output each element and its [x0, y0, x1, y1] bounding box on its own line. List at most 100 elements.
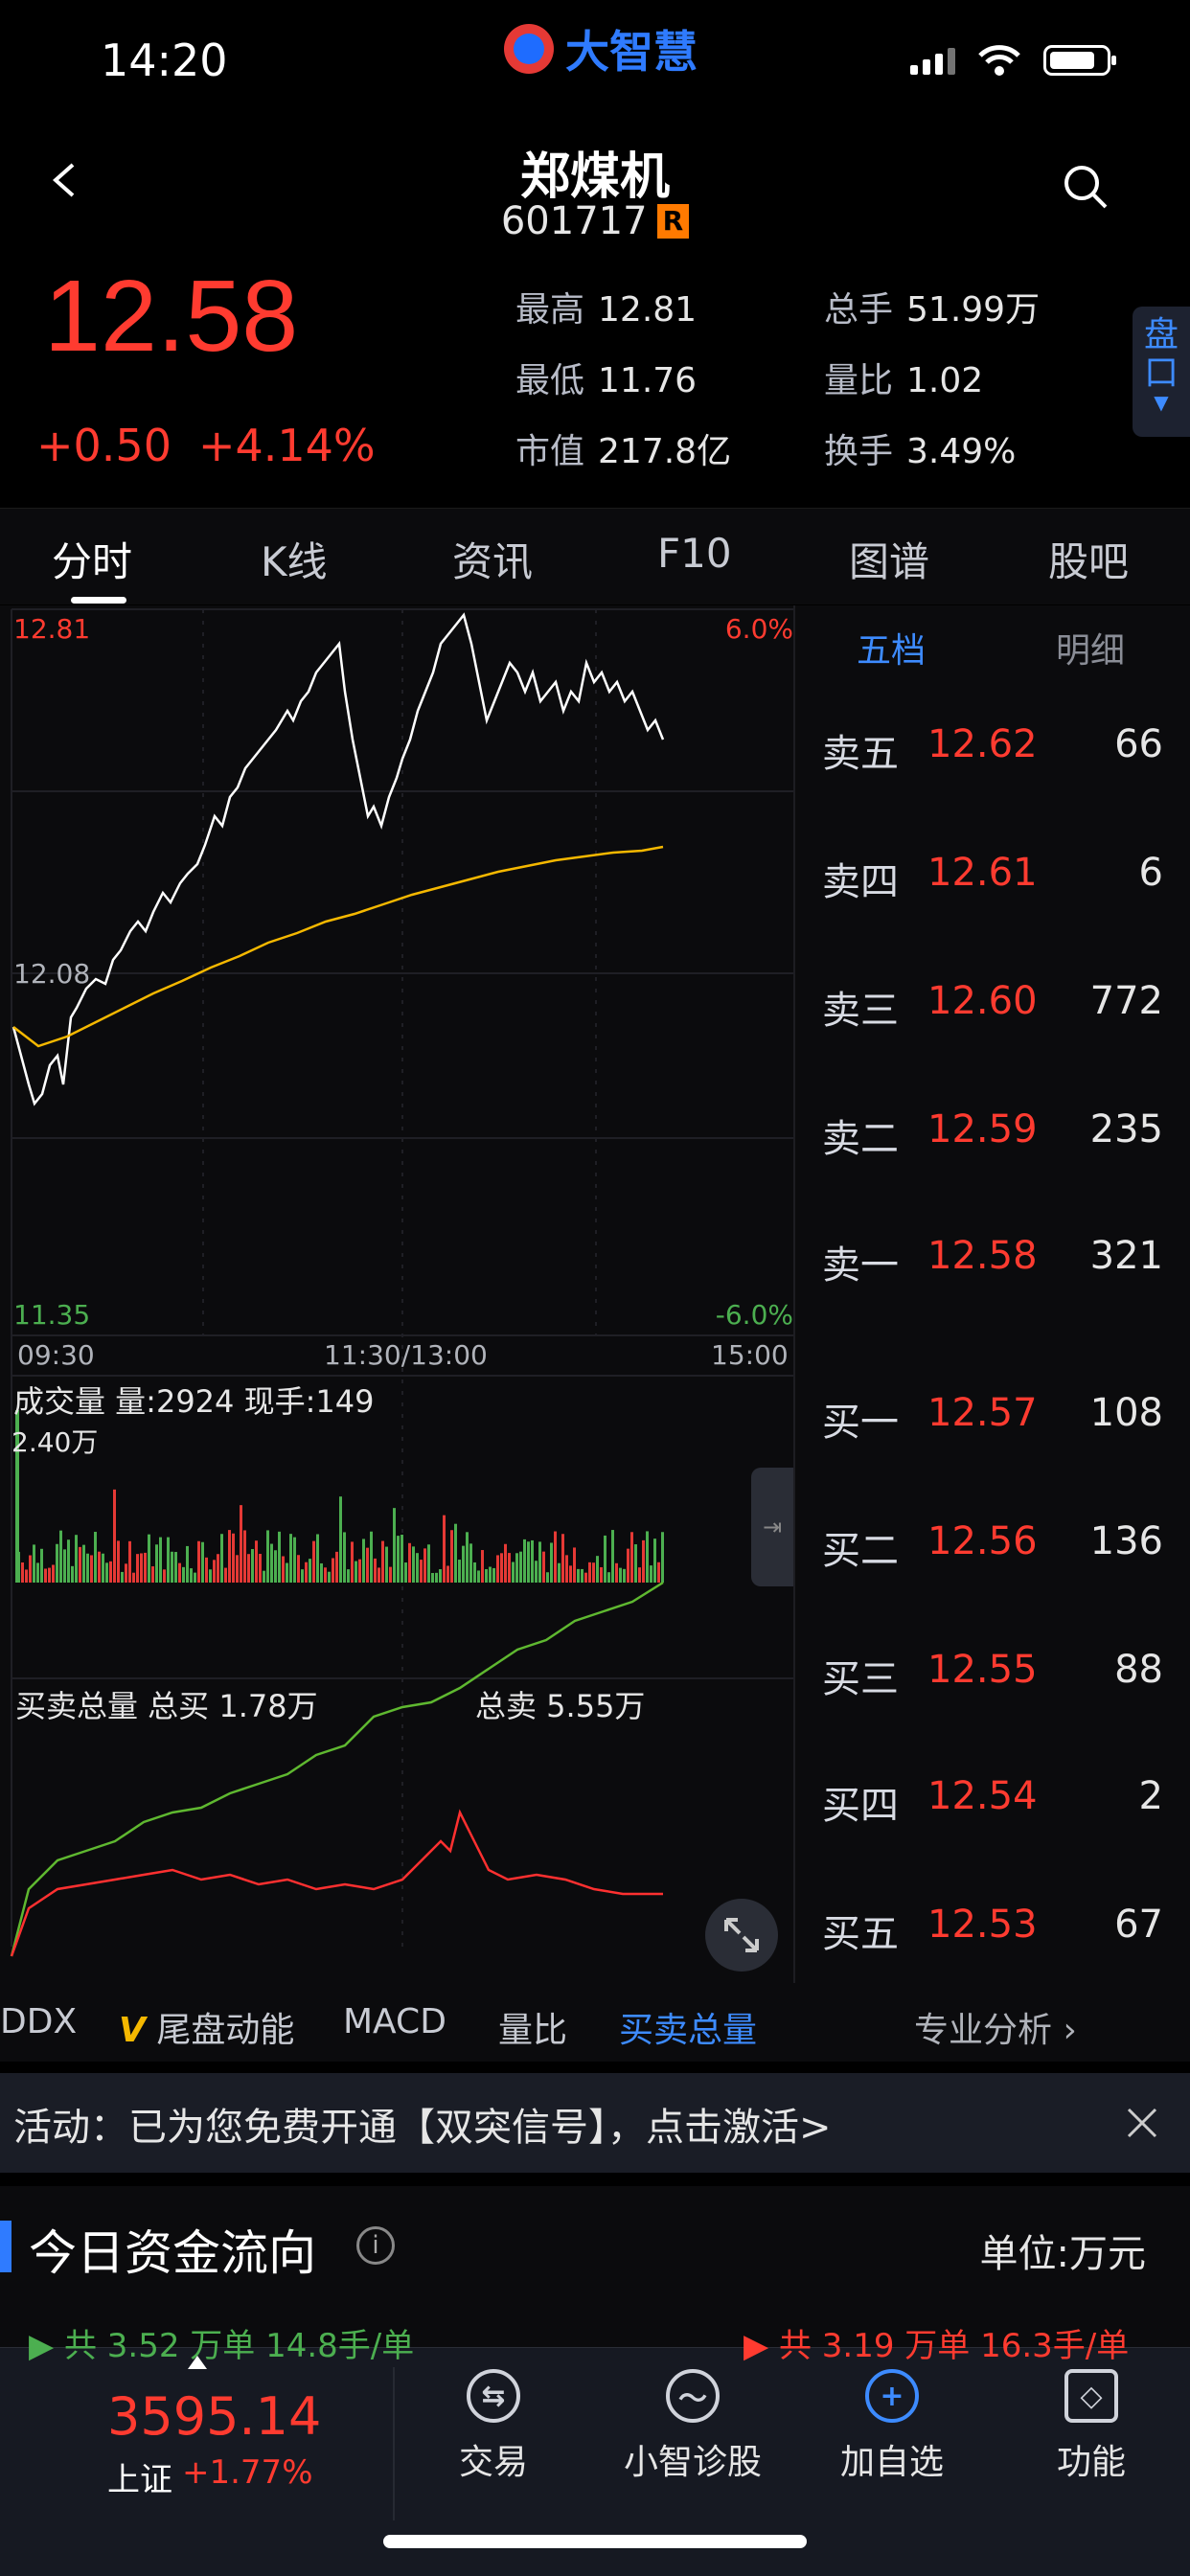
volume-bar: [569, 1565, 572, 1583]
info-icon[interactable]: i: [356, 2226, 395, 2265]
pro-analysis-link[interactable]: 专业分析 ›: [914, 2011, 1077, 2050]
tab-news[interactable]: 资讯: [452, 538, 534, 585]
status-time: 14:20: [101, 34, 228, 86]
volume-bar: [105, 1562, 108, 1583]
volume-bar: [140, 1553, 143, 1583]
bid-3: 买三 12.55 88: [822, 1648, 1163, 1701]
volume-bar: [443, 1515, 446, 1583]
tab-five-levels[interactable]: 五档: [857, 631, 927, 671]
volume-bar: [282, 1556, 285, 1583]
volume-bar: [420, 1560, 423, 1583]
banner-text: 活动：已为您免费开通【双突信号】，点击激活>: [13, 2106, 832, 2150]
close-icon[interactable]: [1127, 2108, 1157, 2138]
volume-bar: [316, 1534, 319, 1583]
function-cube-icon: ◇: [1064, 2369, 1118, 2423]
pankou-toggle[interactable]: 盘口 ▼: [1133, 307, 1190, 437]
volume-bar: [274, 1550, 277, 1583]
tab-bar: 分时 K线 资讯 F10 图谱 股吧: [0, 508, 1190, 604]
index-name: 上证: [107, 2461, 172, 2499]
nav-diagnose[interactable]: 〜 小智诊股: [621, 2369, 765, 2484]
collapse-handle[interactable]: ⇥: [751, 1468, 793, 1586]
intraday-chart[interactable]: 12.81 6.0% 12.08 11.35 -6.0% 09:30 11:30…: [0, 605, 793, 1983]
volume-bar: [320, 1562, 323, 1583]
volume-bar: [404, 1562, 407, 1583]
indicator-tail-momentum-label: 尾盘动能: [156, 2011, 295, 2050]
volume-bar: [646, 1531, 649, 1583]
time-label-close: 15:00: [711, 1339, 789, 1371]
volume-bar: [209, 1569, 212, 1583]
indicator-volume-ratio[interactable]: 量比: [498, 2011, 568, 2050]
volume-bar: [389, 1566, 392, 1583]
volume-bar: [604, 1535, 606, 1583]
volume-bar: [496, 1555, 499, 1583]
volume-bar: [25, 1569, 28, 1583]
tab-intraday[interactable]: 分时: [52, 538, 133, 585]
volume-bar: [600, 1566, 603, 1583]
volume-bar: [213, 1560, 216, 1583]
volume-bar: [33, 1544, 35, 1583]
volume-bar: [596, 1556, 599, 1583]
volume-bar: [515, 1553, 518, 1583]
back-arrow-icon[interactable]: [48, 163, 82, 197]
volume-bar: [358, 1559, 361, 1583]
volume-bar: [542, 1551, 545, 1583]
time-label-open: 09:30: [17, 1339, 95, 1371]
current-price: 12.58: [44, 260, 299, 373]
stat-high: 最高 12.81: [515, 290, 698, 330]
volume-bar: [113, 1489, 116, 1583]
volume-bar: [431, 1572, 434, 1583]
volume-bar: [48, 1567, 51, 1583]
tab-kline[interactable]: K线: [261, 538, 328, 585]
money-flow-unit: 单位:万元: [979, 2232, 1146, 2276]
volume-bar: [159, 1537, 162, 1583]
bid-5: 买五 12.53 67: [822, 1903, 1163, 1956]
indicator-bar: DDX V 尾盘动能 MACD 量比 买卖总量 专业分析 ›: [0, 1983, 1190, 2062]
fullscreen-button[interactable]: [705, 1899, 778, 1972]
money-flow-section: 今日资金流向 i 单位:万元: [0, 2186, 1190, 2349]
volume-bar: [573, 1547, 576, 1583]
volume-bar: [523, 1539, 526, 1583]
volume-bar: [477, 1570, 480, 1583]
nav-trade[interactable]: ⇆ 交易: [422, 2369, 565, 2484]
volume-bar: [335, 1551, 338, 1583]
divider: [393, 2367, 395, 2520]
volume-bar: [588, 1562, 591, 1583]
volume-bar: [393, 1508, 396, 1583]
volume-bar: [82, 1544, 85, 1583]
search-icon[interactable]: [1062, 163, 1110, 211]
nav-add-watchlist[interactable]: + 加自选: [820, 2369, 964, 2484]
volume-header: 成交量 量:2924 现手:149: [13, 1383, 375, 1420]
volume-bar: [194, 1572, 196, 1583]
volume-bar: [90, 1555, 93, 1583]
volume-bar: [504, 1543, 507, 1583]
indicator-macd[interactable]: MACD: [343, 2002, 446, 2041]
volume-bar: [328, 1571, 331, 1583]
volume-bar: [102, 1553, 104, 1583]
tab-graph[interactable]: 图谱: [849, 538, 930, 585]
volume-bar: [289, 1534, 292, 1583]
indicator-bs-total[interactable]: 买卖总量: [619, 2011, 758, 2050]
stock-code: 601717: [500, 199, 648, 243]
y-label-pct-high: 6.0%: [724, 613, 793, 645]
total-sell-line: [10, 1809, 663, 1957]
volume-bar: [374, 1558, 377, 1583]
wifi-icon: [978, 45, 1020, 76]
volume-bar: [366, 1547, 369, 1583]
indicator-tail-momentum[interactable]: V 尾盘动能: [119, 2002, 294, 2052]
flow-peek-left: ▶ 共 3.52 万单 14.8手/单: [29, 2327, 415, 2365]
tab-details[interactable]: 明细: [1056, 631, 1126, 671]
volume-bar: [630, 1532, 633, 1583]
tab-forum[interactable]: 股吧: [1048, 538, 1130, 585]
promo-banner[interactable]: 活动：已为您免费开通【双突信号】，点击激活>: [0, 2073, 1190, 2173]
nav-function[interactable]: ◇ 功能: [1019, 2369, 1163, 2484]
volume-bar: [278, 1531, 281, 1583]
volume-bar: [305, 1562, 308, 1583]
volume-bar: [627, 1548, 629, 1583]
indicator-ddx[interactable]: DDX: [0, 2002, 78, 2041]
stat-turnover: 换手 3.49%: [824, 432, 1017, 471]
volume-bar: [561, 1534, 564, 1583]
order-book: 五档 明细 卖五 12.62 66 卖四 12.61 6 卖三 12.60 772 卖二 12…: [793, 605, 1190, 1983]
volume-bar: [301, 1569, 304, 1583]
volume-bar: [63, 1549, 66, 1583]
tab-f10[interactable]: F10: [657, 530, 732, 577]
